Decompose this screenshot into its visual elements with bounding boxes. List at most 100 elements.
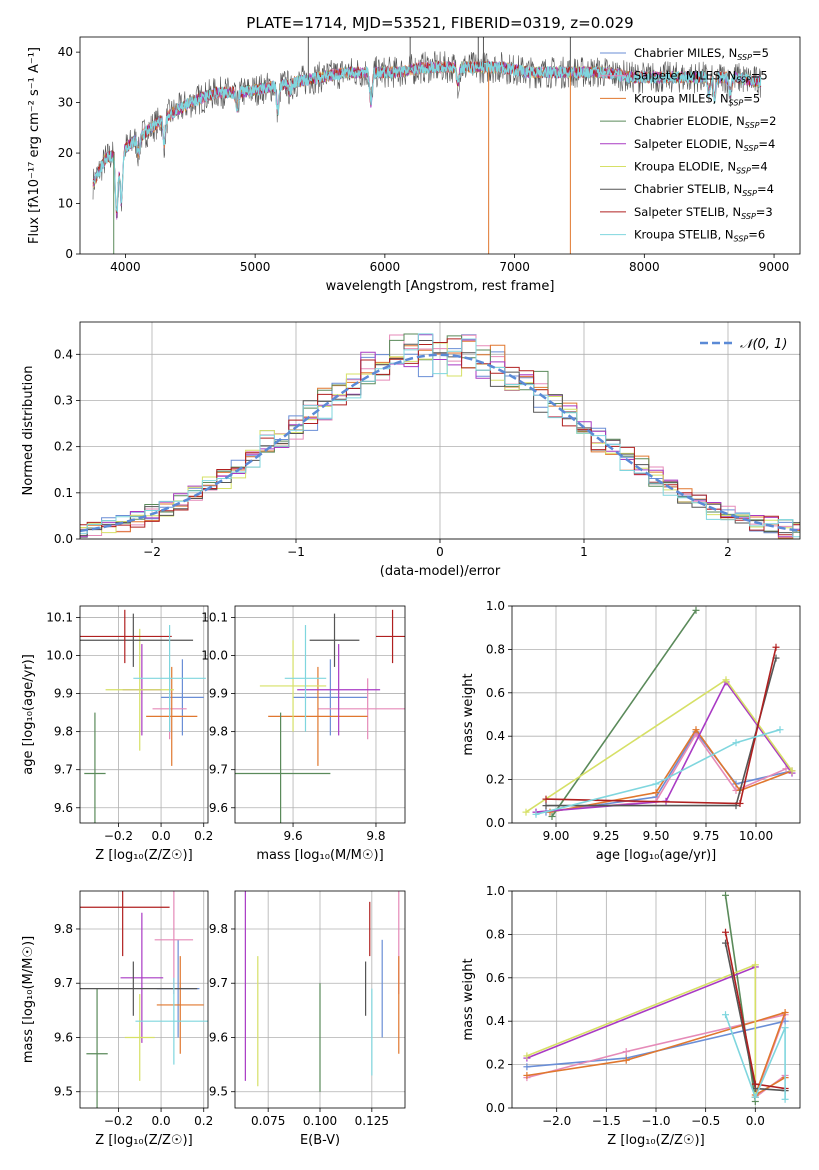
histogram-step	[80, 340, 800, 539]
weight-line	[535, 680, 793, 813]
weight-line	[535, 728, 781, 816]
x-tick-label: 9.75	[693, 829, 720, 843]
axes-mass_vs_EBV: 0.075 0.100 0.125 9.5 9.6 9.7 9.8 E(B-V)	[209, 891, 405, 1148]
legend-label: Kroupa MILES, NSSP=5	[634, 91, 760, 107]
x-tick-label: −2	[143, 545, 161, 559]
x-tick-label: 0.0	[152, 829, 171, 843]
x-tick-label: 0	[436, 545, 444, 559]
weight_vs_age-plot	[522, 606, 796, 820]
y-tick-label: 0.2	[486, 1058, 505, 1072]
y-tick-label: 0.0	[486, 1101, 505, 1115]
x-tick-label: 1	[580, 545, 588, 559]
x-tick-label: 8000	[629, 260, 660, 274]
y-tick-label: 0.0	[54, 532, 73, 546]
legend-label-value: =4	[751, 160, 768, 174]
legend-label-value: =5	[751, 69, 768, 83]
x-axis-label: Z [log₁₀(Z/Z☉)]	[95, 848, 192, 863]
weight-line	[551, 609, 697, 817]
legend-label-main: Kroupa STELIB, N	[634, 228, 734, 242]
y-axis-label: mass weight	[461, 958, 476, 1040]
legend-label-value: =6	[748, 228, 765, 242]
y-tick-label: 10.1	[201, 610, 228, 624]
axes-frame	[234, 890, 406, 1109]
legend-label: Chabrier ELODIE, NSSP=2	[634, 114, 776, 130]
y-tick-label: 9.7	[209, 976, 228, 990]
axes-frame	[234, 605, 406, 824]
x-tick-label: 2	[724, 545, 732, 559]
y-tick-label: 0	[65, 247, 73, 261]
axes-frame	[79, 36, 801, 255]
legend-label-main: Chabrier STELIB, N	[634, 182, 742, 196]
y-tick-label: 0.8	[486, 927, 505, 941]
y-tick-label: 9.8	[54, 725, 73, 739]
y-tick-label: 9.7	[54, 976, 73, 990]
y-tick-label: 0.4	[486, 729, 505, 743]
legend-label-value: =5	[752, 46, 769, 60]
histogram-step	[80, 333, 800, 538]
y-axis-label: Normed distribution	[21, 366, 36, 496]
legend-label-main: Chabrier MILES, N	[634, 46, 737, 60]
x-tick-label: −0.5	[691, 1114, 720, 1128]
x-tick-label: −0.2	[104, 1114, 133, 1128]
x-tick-label: −0.2	[104, 829, 133, 843]
y-tick-label: 9.6	[54, 1030, 73, 1044]
legend-label: Salpeter MILES, NSSP=5	[634, 69, 768, 85]
legend-label-sub: SSP	[742, 189, 757, 198]
legend-label-sub: SSP	[736, 76, 751, 85]
x-tick-label: 0.0	[152, 1114, 171, 1128]
y-tick-label: 1.0	[486, 599, 505, 613]
legend-label-value: =4	[758, 137, 775, 151]
x-axis-label: Z [log₁₀(Z/Z☉)]	[95, 1133, 192, 1148]
weight-line	[545, 647, 777, 805]
y-tick-label: 9.9	[54, 687, 73, 701]
axes-weight_vs_Z: −2.0 −1.5 −1.0 −0.5 0.0 0.0 0.2 0.4 0.6 0.8 1.0 Z […	[461, 884, 800, 1148]
x-tick-label: 0.075	[251, 1114, 285, 1128]
y-tick-label: 0.2	[486, 773, 505, 787]
legend-label: Chabrier MILES, NSSP=5	[634, 46, 769, 62]
y-tick-label: 0.1	[54, 486, 73, 500]
y-tick-label: 9.7	[54, 763, 73, 777]
y-axis-label: Flux [fλ10⁻¹⁷ erg cm⁻² s⁻¹ A⁻¹]	[27, 47, 42, 244]
axes-frame	[79, 321, 801, 540]
x-axis-label: age [log₁₀(age/yr)]	[596, 848, 717, 863]
legend-label-value: =4	[757, 182, 774, 196]
legend-label: 𝒩(0, 1)	[740, 337, 787, 352]
age_vs_mass-plot	[235, 609, 405, 823]
legend-label-main: Salpeter ELODIE, N	[634, 137, 744, 151]
x-tick-label: 5000	[240, 260, 271, 274]
x-axis-label: Z [log₁₀(Z/Z☉)]	[607, 1133, 704, 1148]
axes-mass_vs_Z: −0.2 0.0 0.2 9.5 9.6 9.7 9.8 Z [log₁₀(Z/Z☉)] mas…	[21, 891, 213, 1148]
y-tick-label: 9.6	[209, 801, 228, 815]
y-tick-label: 10.0	[201, 648, 228, 662]
figure-title: PLATE=1714, MJD=53521, FIBERID=0319, z=0…	[246, 14, 633, 32]
axes-frame	[79, 605, 209, 824]
x-tick-label: 0.2	[194, 829, 213, 843]
y-tick-label: 0.0	[486, 816, 505, 830]
legend-label: Salpeter STELIB, NSSP=3	[634, 205, 773, 221]
legend-label-sub: SSP	[736, 167, 751, 176]
y-tick-label: 9.5	[209, 1085, 228, 1099]
y-tick-label: 40	[58, 45, 73, 59]
histogram-step	[80, 340, 800, 536]
x-axis-label: (data-model)/error	[380, 564, 501, 579]
legend-label: Salpeter ELODIE, NSSP=4	[634, 137, 775, 153]
y-tick-label: 10.0	[46, 648, 73, 662]
y-axis-label: mass weight	[461, 673, 476, 755]
legend-label-main: Salpeter STELIB, N	[634, 205, 741, 219]
y-tick-label: 20	[58, 146, 73, 160]
y-tick-label: 0.4	[486, 1014, 505, 1028]
x-tick-label: 7000	[499, 260, 530, 274]
legend-normal: 𝒩(0, 1)	[700, 337, 787, 352]
axes-weight_vs_age: 9.00 9.25 9.50 9.75 10.00 0.0 0.2 0.4 0.6 0.8 1.0 a…	[461, 599, 800, 863]
legend-label-value: =3	[756, 205, 773, 219]
residual-plot	[80, 333, 800, 539]
x-tick-label: 6000	[370, 260, 401, 274]
y-tick-label: 0.6	[486, 971, 505, 985]
x-tick-label: 0.2	[194, 1114, 213, 1128]
spectrum-line	[92, 60, 762, 212]
spectrum-line	[92, 60, 762, 214]
y-tick-label: 9.7	[209, 763, 228, 777]
legend-label-sub: SSP	[741, 212, 756, 221]
